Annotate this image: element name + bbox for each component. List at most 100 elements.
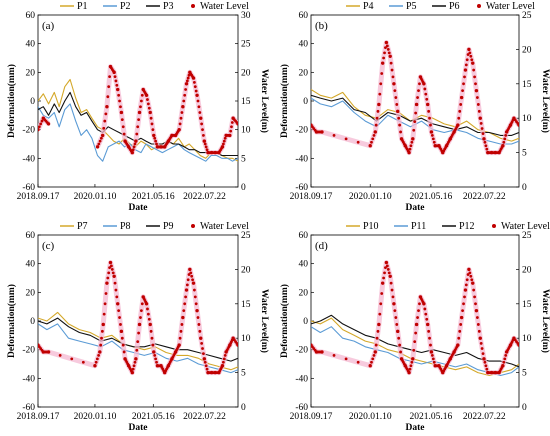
series-group [38, 260, 238, 376]
water-level-point [408, 147, 412, 151]
water-level-point [407, 370, 411, 375]
water-level-point [185, 283, 189, 287]
water-level-point [46, 122, 51, 126]
water-level-point [152, 350, 156, 354]
y-tick-label: 0 [30, 97, 35, 107]
legend-label: Water Level [200, 1, 249, 12]
legend-label: P4 [363, 1, 374, 12]
water-level-point [501, 144, 505, 148]
water-level-point [186, 278, 190, 282]
x-axis-title: Date [129, 203, 148, 213]
water-level-point [482, 137, 486, 141]
y2-axis-title: Water Level(m) [259, 289, 270, 353]
y2-tick-label: 15 [522, 300, 532, 310]
series-line-p1 [38, 78, 238, 162]
water-level-point [387, 51, 391, 55]
water-level-point [102, 126, 106, 130]
water-level-point [475, 316, 479, 319]
water-level-point [155, 142, 158, 146]
water-level-point [148, 322, 152, 327]
water-level-point [410, 360, 414, 364]
water-level-point [467, 47, 471, 52]
series-group [311, 40, 519, 156]
x-tick-label: 2021.05.16 [132, 412, 175, 422]
y-tick-label: -40 [22, 374, 35, 384]
y2-tick-label: 25 [241, 40, 251, 50]
water-level-point [137, 110, 142, 115]
water-level-point [375, 116, 379, 120]
water-level-point [385, 264, 389, 268]
water-level-point [117, 93, 121, 97]
water-level-point [423, 87, 427, 91]
water-level-point [469, 274, 473, 278]
water-level-point [148, 110, 152, 115]
water-level-point [115, 83, 119, 87]
water-level-point [457, 336, 461, 340]
y-tick-label: 40 [26, 260, 36, 270]
water-level-point [422, 302, 426, 306]
water-level-point [368, 144, 372, 148]
water-level-point [390, 68, 394, 72]
water-level-point [146, 312, 150, 316]
water-level-point [379, 82, 383, 86]
water-level-point [424, 92, 428, 96]
water-level-point [397, 116, 401, 120]
water-level-point [382, 56, 386, 60]
water-level-point [196, 99, 200, 103]
water-level-point [429, 343, 432, 347]
water-level-point [230, 125, 233, 129]
water-level-point [472, 68, 476, 72]
water-level-point [229, 129, 233, 133]
water-level-point [502, 140, 506, 144]
water-level-point [100, 133, 105, 138]
water-level-point [119, 329, 124, 334]
water-level-point [397, 336, 401, 340]
water-level-point [221, 142, 225, 146]
water-level-point [190, 274, 194, 278]
water-level-point [193, 80, 196, 84]
water-level-point [395, 323, 399, 326]
water-level-point [93, 364, 97, 368]
water-level-point [456, 343, 460, 347]
water-level-point [205, 367, 209, 371]
water-level-point [384, 260, 389, 265]
water-level-point [398, 123, 402, 127]
water-level-point [370, 140, 373, 144]
y-axis-title: Deformation(mm) [6, 64, 17, 138]
water-level-point [396, 109, 400, 114]
water-level-point [114, 288, 118, 292]
y2-tick-label: 15 [241, 97, 251, 107]
legend-label: P11 [411, 221, 426, 232]
water-level-point [183, 302, 187, 306]
water-level-point [136, 125, 140, 129]
y2-tick-label: 0 [241, 403, 246, 413]
water-level-point [320, 130, 324, 134]
x-axis-title: Date [129, 423, 148, 433]
legend-marker-water-level [492, 224, 496, 228]
water-level-point [416, 96, 419, 99]
water-level-point [204, 145, 208, 149]
panel-label: (a) [42, 20, 55, 32]
water-level-point [503, 357, 507, 361]
water-level-point [194, 89, 198, 93]
water-level-band [38, 64, 238, 156]
x-tick-label: 2022.07.22 [183, 412, 226, 422]
water-level-point [393, 89, 397, 93]
water-level-point [137, 118, 141, 122]
y2-tick-label: 25 [522, 11, 532, 21]
water-level-point [380, 72, 384, 75]
water-level-point [414, 111, 418, 115]
water-level-point [416, 316, 419, 319]
water-level-point [481, 132, 485, 136]
water-level-point [384, 40, 389, 45]
water-level-point [193, 288, 196, 292]
water-level-point [377, 102, 381, 107]
legend-label: P9 [163, 221, 174, 232]
water-level-point [108, 260, 113, 265]
water-level-point [187, 273, 191, 276]
legend-label: P10 [363, 221, 379, 232]
water-level-point [94, 360, 98, 364]
legend-label: P5 [406, 1, 417, 12]
water-level-point [181, 315, 185, 320]
y-tick-label: 0 [303, 317, 308, 327]
